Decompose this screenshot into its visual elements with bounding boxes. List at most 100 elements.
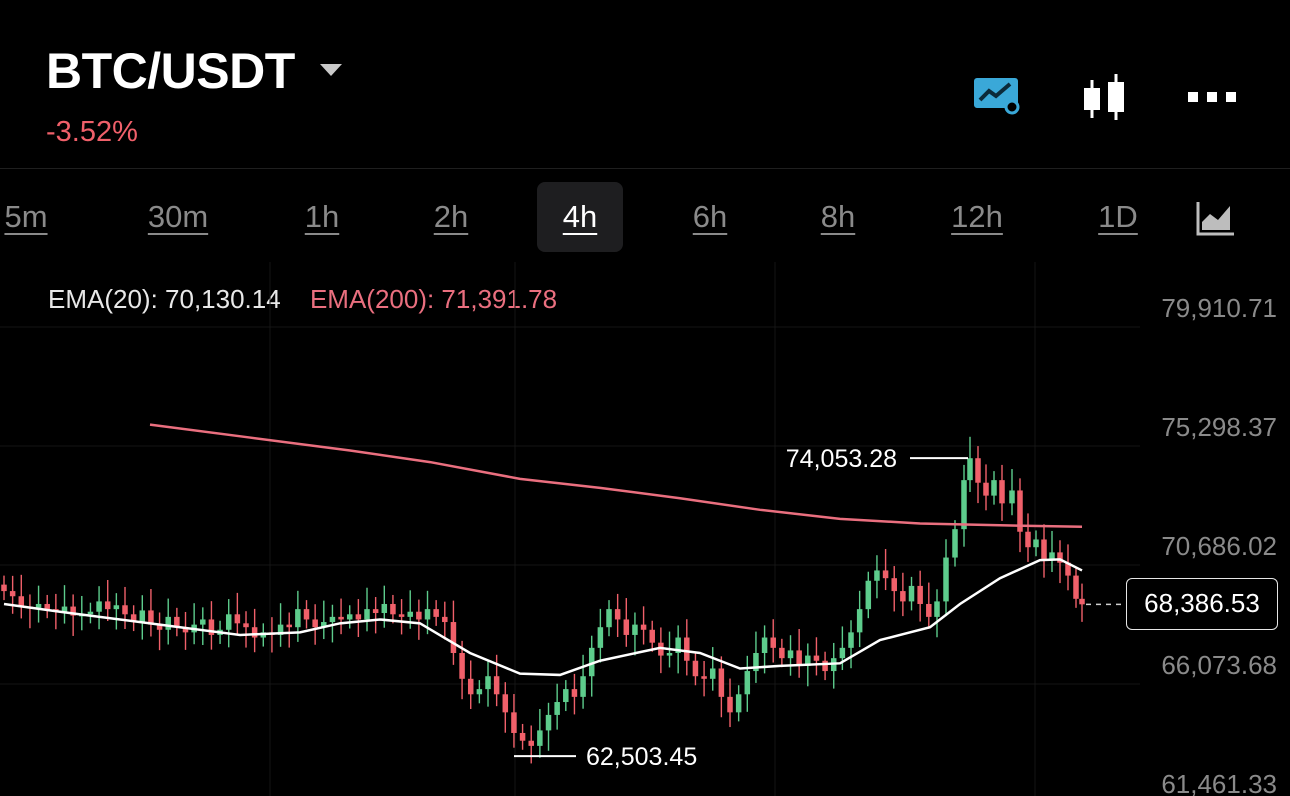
candle-body <box>433 609 439 617</box>
candle-body <box>1025 531 1031 548</box>
candle-body <box>61 606 68 612</box>
candle-body <box>442 616 448 623</box>
candle-body <box>286 624 292 628</box>
candle-body <box>148 610 154 625</box>
candle-body <box>813 655 820 661</box>
ema20-line <box>3 558 1083 677</box>
candle-body <box>597 627 604 648</box>
candle-body <box>312 619 318 628</box>
candle-body <box>1049 552 1055 561</box>
pair-title[interactable]: BTC/USDT <box>46 43 295 99</box>
tab-1h[interactable]: 1h <box>304 199 340 234</box>
candle-body <box>165 616 171 630</box>
candle-body <box>882 570 889 579</box>
candle-body <box>346 614 353 620</box>
candle-body <box>537 730 543 746</box>
timeframe-tabs: 5m 30m 1h 2h 4h 6h 8h 12h 1D <box>0 182 1290 254</box>
candle-body <box>303 609 310 620</box>
candle-body <box>234 614 241 624</box>
candle-body <box>554 702 560 715</box>
candle-body <box>588 647 595 677</box>
tab-12h[interactable]: 12h <box>951 199 1003 234</box>
candle-body <box>614 609 621 620</box>
y-tick-label: 70,686.02 <box>1161 531 1277 561</box>
candle-body <box>225 614 232 630</box>
candle-body <box>787 650 794 659</box>
ema-legend: EMA(20): 70,130.14 EMA(200): 71,391.78 <box>48 284 579 315</box>
candle-body <box>753 653 759 672</box>
candle-body <box>666 653 673 656</box>
candle-body <box>1 584 7 592</box>
candlestick-icon[interactable] <box>1080 74 1132 122</box>
candle-body <box>200 619 206 625</box>
candle-body <box>975 458 981 483</box>
candle-body <box>519 732 526 741</box>
tab-30m[interactable]: 30m <box>147 199 209 234</box>
candle-body <box>770 637 776 648</box>
candle-body <box>684 637 690 661</box>
y-tick-label: 75,298.37 <box>1161 412 1277 442</box>
candle-body <box>983 482 989 496</box>
candle-body <box>934 601 940 617</box>
candle-body <box>1079 598 1085 605</box>
high-label: 74,053.28 <box>786 445 897 473</box>
candle-body <box>243 623 249 628</box>
candle-body <box>364 609 370 620</box>
candle-body <box>87 611 94 615</box>
candle-body <box>822 660 828 672</box>
y-tick-label: 61,461.33 <box>1161 769 1277 796</box>
candle-body <box>649 629 655 643</box>
candle-body <box>744 671 751 695</box>
candle-body <box>355 614 362 620</box>
chart-indicator-icon[interactable] <box>972 74 1022 116</box>
candle-body <box>1065 562 1071 576</box>
candle-body <box>44 603 50 610</box>
candle-body <box>779 647 785 659</box>
tab-2h[interactable]: 2h <box>433 199 469 234</box>
price-chart[interactable]: 79,910.71 75,298.37 70,686.02 66,073.68 61,4… <box>0 262 1290 796</box>
candle-body <box>130 614 137 623</box>
candle-body <box>796 650 802 666</box>
price-change: -3.52% <box>46 116 138 148</box>
area-chart-icon[interactable] <box>1196 200 1236 236</box>
candle-body <box>961 480 967 530</box>
tab-5m[interactable]: 5m <box>4 199 48 234</box>
candle-body <box>338 616 344 620</box>
ema20-legend: EMA(20): 70,130.14 <box>48 284 281 314</box>
candle-body <box>943 557 949 602</box>
candle-body <box>113 605 120 610</box>
more-icon[interactable] <box>1188 90 1236 104</box>
candle-body <box>839 647 846 659</box>
candle-body <box>295 609 301 628</box>
candle-body <box>174 616 180 628</box>
candle-body <box>709 668 716 679</box>
candle-body <box>606 609 612 628</box>
candle-body <box>9 591 16 597</box>
candle-body <box>908 585 915 602</box>
candle-body <box>251 627 258 638</box>
candle-body <box>35 603 42 608</box>
candle-body <box>104 601 111 610</box>
candle-body <box>999 480 1005 504</box>
candle-body <box>416 611 422 620</box>
candle-body <box>675 637 681 654</box>
low-label: 62,503.45 <box>586 743 697 771</box>
candle-body <box>623 619 630 635</box>
tab-6h[interactable]: 6h <box>692 199 728 234</box>
pair-dropdown-icon[interactable] <box>320 64 342 76</box>
candle-body <box>991 480 997 496</box>
current-price-tag: 68,386.53 <box>1126 578 1278 631</box>
candle-body <box>848 632 854 648</box>
tab-8h[interactable]: 8h <box>820 199 856 234</box>
tab-1d[interactable]: 1D <box>1098 199 1138 234</box>
header: BTC/USDT -3.52% <box>0 0 1290 168</box>
candle-body <box>139 610 146 623</box>
candle-body <box>277 624 284 635</box>
candle-body <box>502 694 509 713</box>
tab-4h[interactable]: 4h <box>537 182 623 252</box>
candle-body <box>372 609 379 614</box>
candle-body <box>952 529 958 558</box>
candle-body <box>805 655 811 666</box>
candle-body <box>18 596 25 607</box>
candle-body <box>727 696 733 713</box>
